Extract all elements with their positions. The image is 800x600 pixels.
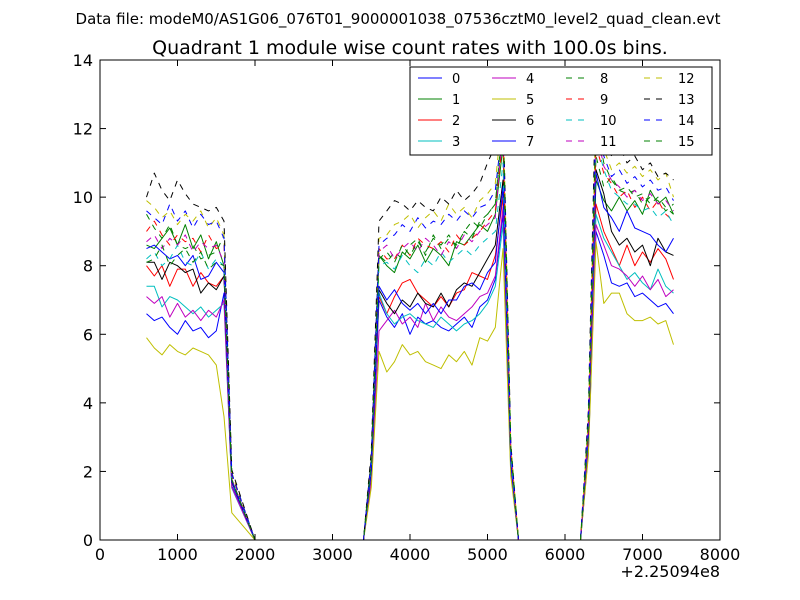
legend-entry-4: 4 bbox=[492, 72, 534, 87]
legend-entry-3: 3 bbox=[418, 135, 460, 150]
legend-entry-13: 13 bbox=[644, 93, 695, 108]
legend-label: 14 bbox=[678, 114, 695, 129]
series-line-1 bbox=[146, 145, 674, 541]
y-tick-label: 8 bbox=[83, 257, 93, 276]
legend-entry-8: 8 bbox=[566, 72, 608, 87]
y-tick-label: 0 bbox=[83, 531, 93, 550]
y-tick-label: 4 bbox=[83, 394, 93, 413]
legend-label: 12 bbox=[678, 72, 695, 87]
y-tick-label: 14 bbox=[73, 51, 93, 70]
x-tick-label: 2000 bbox=[235, 545, 276, 564]
x-tick-label: 3000 bbox=[312, 545, 353, 564]
x-tick-label: 8000 bbox=[700, 545, 741, 564]
legend-label: 1 bbox=[452, 93, 460, 108]
series-line-6 bbox=[146, 169, 674, 541]
legend-entry-2: 2 bbox=[418, 114, 460, 129]
legend-label: 9 bbox=[600, 93, 608, 108]
legend-entry-0: 0 bbox=[418, 72, 460, 87]
legend-entry-1: 1 bbox=[418, 93, 460, 108]
legend-entry-12: 12 bbox=[644, 72, 695, 87]
x-tick-label: 7000 bbox=[622, 545, 663, 564]
legend-entry-6: 6 bbox=[492, 114, 534, 129]
legend-label: 4 bbox=[526, 72, 534, 87]
x-tick-labels: 0 1000 2000 3000 4000 5000 6000 7000 8000 bbox=[95, 545, 740, 564]
series-lines bbox=[146, 80, 674, 541]
legend-box bbox=[409, 66, 713, 156]
series-line-12 bbox=[146, 104, 674, 541]
x-tick-label: 5000 bbox=[467, 545, 508, 564]
x-tick-label: 0 bbox=[95, 545, 105, 564]
x-offset-label: +2.25094e8 bbox=[620, 562, 720, 581]
x-tick-label: 6000 bbox=[545, 545, 586, 564]
legend-label: 5 bbox=[526, 93, 534, 108]
y-tick-labels: 0 2 4 6 8 10 12 14 bbox=[73, 51, 93, 550]
series-line-10 bbox=[146, 138, 674, 541]
legend-label: 11 bbox=[600, 135, 617, 150]
legend-label: 3 bbox=[452, 135, 460, 150]
chart-title: Quadrant 1 module wise count rates with … bbox=[152, 37, 668, 59]
legend-label: 0 bbox=[452, 72, 460, 87]
y-tick-label: 10 bbox=[73, 188, 93, 207]
series-line-0 bbox=[146, 213, 674, 541]
legend-label: 2 bbox=[452, 114, 460, 129]
legend-entry-15: 15 bbox=[644, 135, 695, 150]
legend-label: 15 bbox=[678, 135, 695, 150]
series-line-9 bbox=[146, 134, 674, 541]
x-tick-label: 1000 bbox=[157, 545, 198, 564]
series-line-14 bbox=[146, 110, 674, 541]
series-line-11 bbox=[146, 124, 674, 541]
axis-ticks bbox=[99, 59, 721, 541]
series-line-3 bbox=[146, 213, 674, 541]
legend-label: 10 bbox=[600, 114, 617, 129]
legend-entry-14: 14 bbox=[644, 114, 695, 129]
legend-label: 13 bbox=[678, 93, 695, 108]
legend-label: 8 bbox=[600, 72, 608, 87]
y-tick-label: 12 bbox=[73, 120, 93, 139]
legend-entry-11: 11 bbox=[566, 135, 617, 150]
legend-label: 6 bbox=[526, 114, 534, 129]
chart-suptitle: Data file: modeM0/AS1G06_076T01_90000010… bbox=[76, 10, 721, 29]
legend-entry-7: 7 bbox=[492, 135, 534, 150]
series-line-4 bbox=[146, 206, 674, 541]
series-line-5 bbox=[146, 241, 674, 541]
y-tick-label: 2 bbox=[83, 462, 93, 481]
legend-label: 7 bbox=[526, 135, 534, 150]
y-tick-label: 6 bbox=[83, 325, 93, 344]
legend-entry-5: 5 bbox=[492, 93, 534, 108]
series-line-7 bbox=[146, 172, 674, 541]
legend-entry-10: 10 bbox=[566, 114, 617, 129]
legend-entry-9: 9 bbox=[566, 93, 608, 108]
x-tick-label: 4000 bbox=[390, 545, 431, 564]
